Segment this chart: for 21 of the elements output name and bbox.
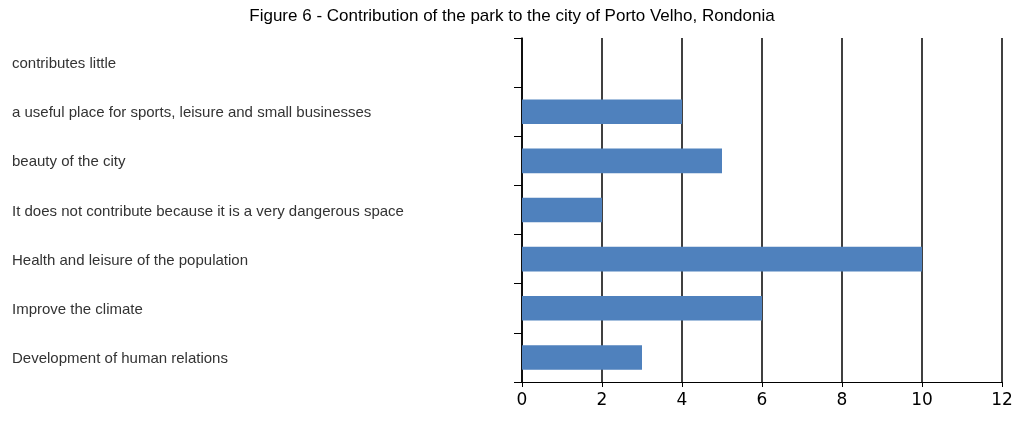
y-tick-label: a useful place for sports, leisure and small businesses [12, 103, 372, 121]
y-tick-label: It does not contribute because it is a very dangerous space [12, 201, 404, 219]
bar [522, 99, 682, 124]
x-tick-label: 6 [756, 388, 768, 409]
bar [522, 296, 762, 321]
x-tick-label: 8 [836, 388, 848, 409]
bar [522, 197, 602, 223]
x-tick-label: 0 [516, 388, 528, 409]
x-tick-label: 2 [596, 388, 608, 409]
y-tick-label: contributes little [12, 54, 117, 72]
bar [522, 345, 642, 370]
x-tick-label: 4 [676, 388, 688, 409]
y-tick-label: Development of human relations [12, 348, 228, 366]
y-tick-label: beauty of the city [12, 152, 126, 170]
x-tick-label: 12 [991, 388, 1013, 409]
bar [522, 148, 722, 174]
bar [522, 246, 922, 272]
y-tick-label: Health and leisure of the population [12, 250, 249, 268]
x-tick-label: 10 [911, 388, 933, 409]
y-tick-label: Improve the climate [12, 299, 143, 317]
chart-title: Figure 6 - Contribution of the park to the city of Porto Velho, Rondonia [249, 6, 776, 25]
